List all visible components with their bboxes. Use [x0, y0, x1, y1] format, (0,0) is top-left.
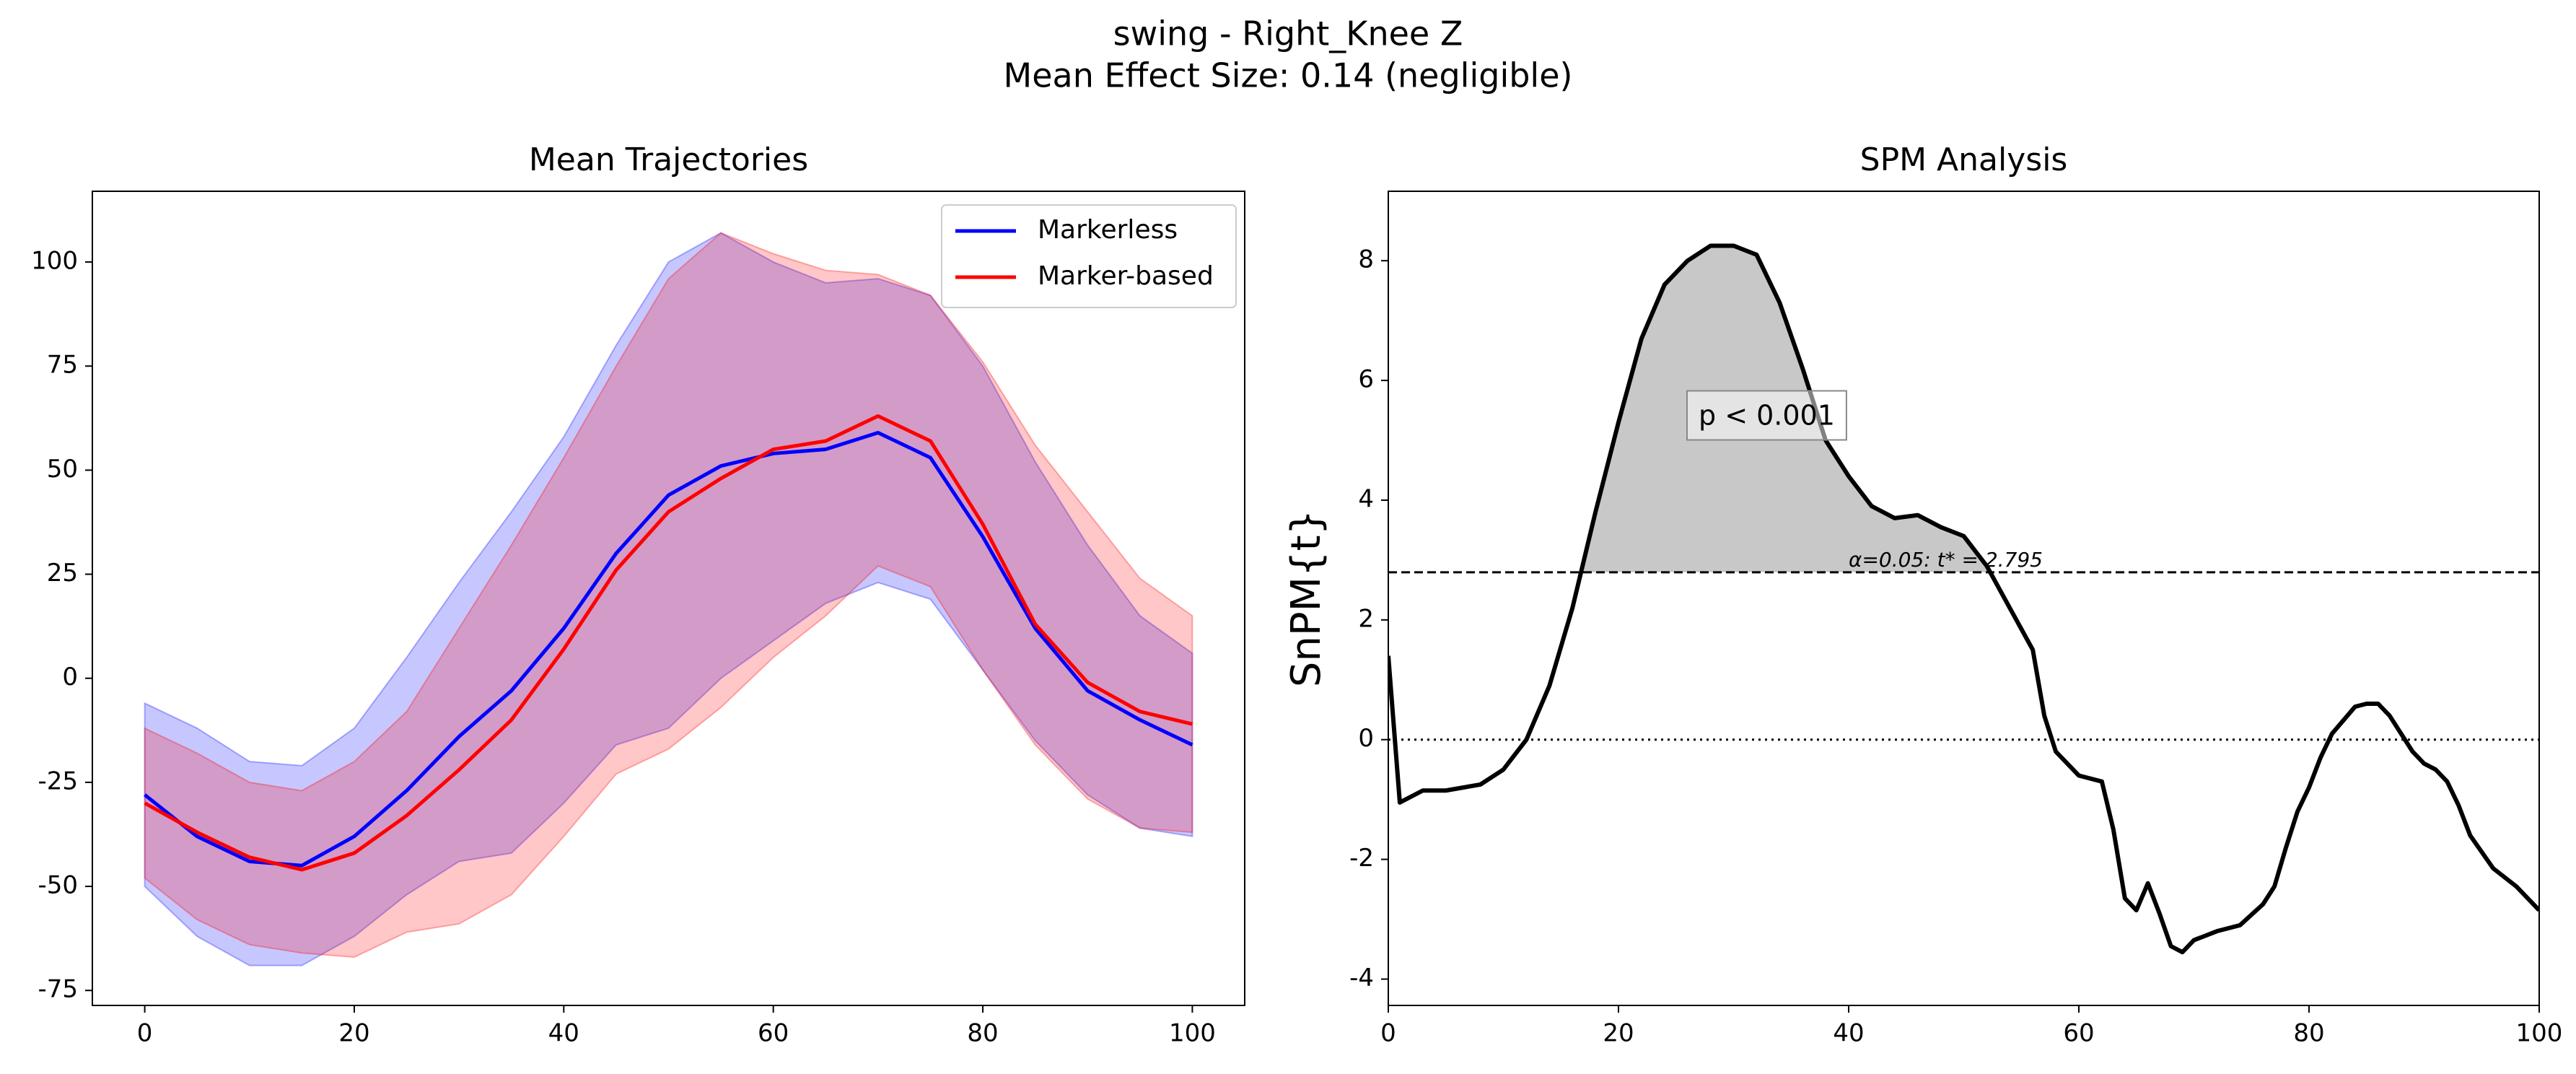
legend-label: Marker-based	[1038, 261, 1214, 291]
axes-frame	[1388, 191, 2540, 1006]
axes-title: Mean Trajectories	[529, 141, 808, 178]
x-tick-label: 60	[2063, 1019, 2094, 1048]
y-tick-label: -50	[38, 871, 78, 900]
y-axis-label: SnPM{t}	[1283, 510, 1330, 687]
x-tick-label: 80	[2293, 1019, 2324, 1048]
mean-line	[144, 430, 1193, 868]
y-tick-label: -75	[38, 975, 78, 1004]
cluster-label-box	[1686, 390, 1847, 441]
y-tick-label: 6	[1358, 365, 1374, 394]
x-tick-label: 60	[758, 1019, 789, 1048]
axes-frame	[92, 191, 1245, 1006]
band	[144, 232, 1193, 966]
axes-title: SPM Analysis	[1860, 141, 2068, 178]
y-tick-label: -25	[38, 767, 78, 795]
x-tick-label: 100	[1169, 1019, 1216, 1048]
x-tick-label: 20	[338, 1019, 369, 1048]
band	[144, 232, 1193, 959]
y-tick-label: 8	[1358, 245, 1374, 274]
y-tick-label: 4	[1358, 484, 1374, 513]
y-tick-label: 25	[47, 559, 78, 588]
mean-line	[144, 414, 1193, 872]
x-tick-label: 80	[967, 1019, 998, 1048]
y-tick-label: 0	[1358, 724, 1374, 753]
x-tick-label: 40	[548, 1019, 579, 1048]
y-tick-label: -4	[1349, 964, 1374, 992]
legend-label: Markerless	[1038, 215, 1178, 245]
x-tick-label: 0	[137, 1019, 153, 1048]
x-tick-label: 0	[1380, 1019, 1396, 1048]
cluster-label: p < 0.001	[1699, 400, 1835, 432]
y-tick-label: 75	[47, 351, 78, 380]
x-tick-label: 20	[1603, 1019, 1634, 1048]
y-tick-label: -2	[1349, 844, 1374, 873]
y-tick-label: 0	[62, 663, 78, 691]
x-tick-label: 100	[2516, 1019, 2563, 1048]
y-tick-label: 100	[31, 247, 78, 276]
x-tick-label: 40	[1833, 1019, 1864, 1048]
y-tick-label: 2	[1358, 604, 1374, 633]
spm-line	[1388, 243, 2539, 955]
threshold-label: α=0.05: t* = 2.795	[1849, 548, 2043, 572]
plot-area	[144, 232, 1193, 966]
figure-title: swing - Right_Knee Z	[1113, 14, 1463, 53]
figure-subtitle: Mean Effect Size: 0.14 (negligible)	[1004, 56, 1573, 95]
y-tick-label: 50	[47, 455, 78, 484]
